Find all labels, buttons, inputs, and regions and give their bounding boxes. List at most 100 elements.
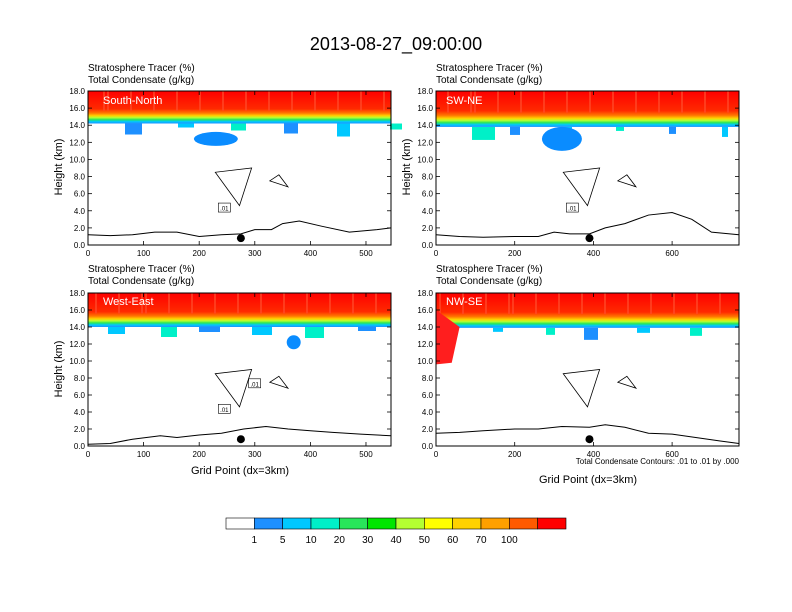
y-tick-label: 0.0 bbox=[422, 241, 434, 250]
y-tick-label: 10.0 bbox=[417, 357, 433, 366]
panel-subtitle-1: Stratosphere Tracer (%) bbox=[436, 264, 543, 275]
tracer-streak bbox=[260, 293, 262, 314]
tracer-intrusion bbox=[231, 123, 246, 131]
tracer-intrusion bbox=[637, 327, 650, 333]
y-tick-label: 18.0 bbox=[69, 289, 85, 298]
tracer-intrusion bbox=[358, 327, 376, 331]
x-tick-label: 400 bbox=[587, 249, 601, 258]
panel-subtitle-2: Total Condensate (g/kg) bbox=[436, 276, 542, 287]
location-marker bbox=[236, 435, 245, 444]
colorbar-swatch bbox=[282, 517, 312, 530]
panel-subtitle-1: Stratosphere Tracer (%) bbox=[436, 63, 543, 74]
terrain-line bbox=[435, 424, 740, 444]
x-tick-label: 200 bbox=[193, 450, 207, 459]
y-tick-label: 12.0 bbox=[69, 138, 85, 147]
panel-sw-ne: Stratosphere Tracer (%) Total Condensate… bbox=[401, 63, 740, 258]
tracer-streak bbox=[352, 293, 354, 314]
tracer-intrusion bbox=[722, 126, 728, 137]
panel-subtitle-2: Total Condensate (g/kg) bbox=[88, 75, 194, 86]
panel-label: NW-SE bbox=[446, 296, 482, 308]
colorbar-level-label: 100 bbox=[501, 535, 518, 546]
condensate-contour bbox=[214, 369, 253, 408]
y-tick-label: 4.0 bbox=[74, 408, 86, 417]
x-tick-label: 600 bbox=[665, 249, 679, 258]
y-tick-label: 4.0 bbox=[422, 207, 434, 216]
tracer-intrusion bbox=[178, 123, 194, 128]
y-axis-label: Height (km) bbox=[53, 341, 65, 398]
colorbar-level-label: 30 bbox=[362, 535, 374, 546]
tracer-streak bbox=[681, 91, 683, 113]
contour-label: .01 bbox=[220, 408, 229, 414]
y-axis-label: Height (km) bbox=[53, 139, 65, 196]
tracer-streak bbox=[199, 91, 201, 111]
colorbar-level-label: 70 bbox=[475, 535, 487, 546]
contour-label: .01 bbox=[220, 207, 229, 213]
tracer-streak bbox=[497, 91, 499, 113]
y-tick-label: 16.0 bbox=[69, 104, 85, 113]
tracer-streak bbox=[118, 293, 120, 314]
tracer-streak bbox=[360, 91, 362, 111]
condensate-contour bbox=[268, 174, 290, 188]
tracer-streak bbox=[566, 91, 568, 113]
panel-south-north: Stratosphere Tracer (%) Total Condensate… bbox=[53, 63, 402, 258]
x-tick-label: 500 bbox=[359, 450, 373, 459]
panel-subtitle-2: Total Condensate (g/kg) bbox=[436, 75, 542, 86]
y-tick-label: 18.0 bbox=[69, 87, 85, 96]
panel-subtitle-2: Total Condensate (g/kg) bbox=[88, 276, 194, 287]
panel-label: SW-NE bbox=[446, 95, 482, 107]
terrain-line bbox=[435, 211, 740, 238]
tracer-streak bbox=[375, 293, 377, 314]
tracer-intrusion bbox=[161, 327, 177, 337]
y-tick-label: 18.0 bbox=[417, 289, 433, 298]
colorbar-swatch bbox=[339, 517, 368, 530]
location-marker bbox=[585, 435, 594, 444]
tracer-streak bbox=[543, 91, 545, 113]
colorbar-level-label: 40 bbox=[390, 535, 402, 546]
tracer-streak bbox=[512, 293, 514, 314]
tracer-streak bbox=[145, 293, 147, 314]
tracer-intrusion bbox=[546, 327, 555, 335]
x-tick-label: 300 bbox=[248, 450, 262, 459]
y-tick-label: 8.0 bbox=[74, 374, 86, 383]
y-tick-label: 6.0 bbox=[422, 190, 434, 199]
tracer-intrusion bbox=[616, 126, 624, 131]
colorbar-swatch bbox=[395, 517, 425, 530]
x-tick-label: 100 bbox=[137, 249, 151, 258]
y-tick-label: 4.0 bbox=[422, 408, 434, 417]
tracer-streak bbox=[283, 293, 285, 314]
y-tick-label: 2.0 bbox=[422, 425, 434, 434]
y-tick-label: 0.0 bbox=[422, 442, 434, 451]
tracer-streak bbox=[704, 91, 706, 113]
x-tick-label: 0 bbox=[86, 249, 91, 258]
y-tick-label: 14.0 bbox=[417, 121, 433, 130]
tracer-streak bbox=[485, 293, 487, 314]
colorbar: 1 5 10 20 30 40 50 60 70 100 bbox=[225, 517, 567, 546]
plot-frame bbox=[435, 90, 740, 246]
panel-label: West-East bbox=[103, 296, 154, 308]
tracer-intrusion bbox=[584, 327, 598, 340]
tracer-streak bbox=[508, 293, 510, 314]
colorbar-level-label: 60 bbox=[447, 535, 459, 546]
tracer-streak bbox=[673, 293, 675, 314]
y-tick-label: 16.0 bbox=[417, 306, 433, 315]
colorbar-swatch bbox=[225, 517, 255, 530]
colorbar-level-label: 5 bbox=[280, 535, 286, 546]
tracer-streak bbox=[447, 91, 449, 113]
tracer-streak bbox=[191, 293, 193, 314]
tracer-streak bbox=[107, 91, 109, 111]
x-tick-label: 200 bbox=[508, 249, 522, 258]
x-tick-label: 300 bbox=[248, 249, 262, 258]
y-tick-label: 12.0 bbox=[417, 340, 433, 349]
tracer-streak bbox=[650, 293, 652, 314]
tracer-streak bbox=[462, 293, 464, 314]
tracer-intrusion bbox=[541, 126, 582, 151]
colorbar-swatch bbox=[424, 517, 453, 530]
condensate-contour bbox=[562, 369, 601, 408]
x-tick-label: 400 bbox=[587, 450, 601, 459]
stratosphere-tracer-field bbox=[88, 91, 391, 124]
x-tick-label: 400 bbox=[304, 249, 318, 258]
plot-frame bbox=[435, 292, 740, 447]
colorbar-level-label: 1 bbox=[252, 535, 258, 546]
tracer-streak bbox=[237, 293, 239, 314]
terrain-line bbox=[87, 220, 392, 237]
